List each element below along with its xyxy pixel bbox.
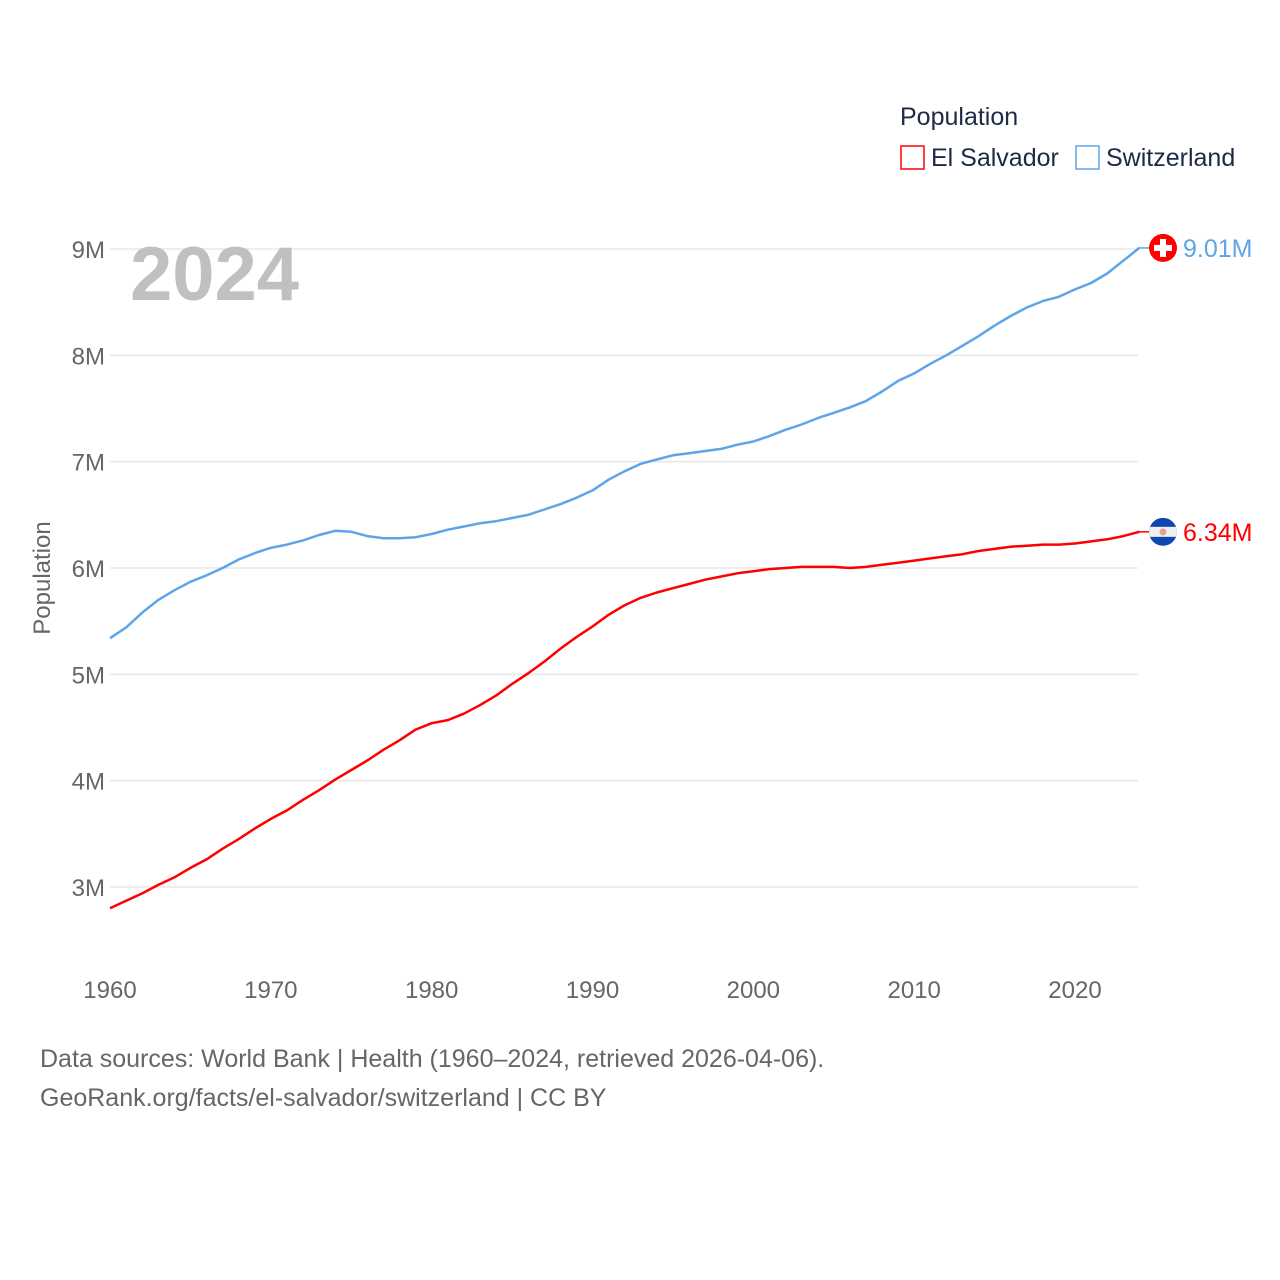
footer-attribution[interactable]: GeoRank.org/facts/el-salvador/switzerlan…	[40, 1084, 607, 1112]
end-value-label: 9.01M	[1183, 235, 1252, 263]
legend: Population El Salvador Switzerland	[900, 103, 1235, 172]
x-axis-ticks: 1960 1970 1980 1990 2000 2010 2020	[83, 977, 1101, 1004]
series-line-switzerland[interactable]	[109, 246, 1141, 640]
x-tick-label: 2020	[1048, 977, 1101, 1004]
x-tick-label: 2000	[727, 977, 780, 1004]
legend-swatch-switzerland	[1075, 145, 1100, 170]
legend-swatch-el-salvador	[900, 145, 925, 170]
y-axis-ticks: 3M 4M 5M 6M 7M 8M 9M	[72, 237, 105, 902]
year-label: 2024	[130, 232, 299, 317]
switzerland-flag-icon	[1149, 233, 1177, 262]
y-tick-label: 7M	[72, 450, 105, 477]
x-tick-label: 1970	[244, 977, 297, 1004]
series-line-el-salvador[interactable]	[109, 530, 1140, 910]
y-tick-label: 3M	[72, 875, 105, 902]
y-tick-label: 9M	[72, 237, 105, 264]
gridlines	[110, 248, 1138, 888]
y-tick-label: 6M	[72, 556, 105, 583]
legend-label-el-salvador[interactable]: El Salvador	[931, 144, 1059, 172]
legend-label-switzerland[interactable]: Switzerland	[1106, 144, 1235, 172]
end-value-label: 6.34M	[1183, 519, 1252, 547]
el-salvador-flag-icon	[1149, 517, 1177, 546]
y-tick-label: 5M	[72, 662, 105, 689]
x-tick-label: 1960	[83, 977, 136, 1004]
end-labels: 6.34M 9.01M	[1139, 233, 1252, 547]
footer-sources: Data sources: World Bank | Health (1960–…	[40, 1045, 825, 1073]
y-axis-label: Population	[29, 521, 56, 634]
series-lines	[109, 246, 1141, 910]
x-tick-label: 1980	[405, 977, 458, 1004]
y-tick-label: 8M	[72, 343, 105, 370]
x-tick-label: 1990	[566, 977, 619, 1004]
legend-title: Population	[900, 103, 1018, 131]
x-tick-label: 2010	[887, 977, 940, 1004]
y-tick-label: 4M	[72, 769, 105, 796]
